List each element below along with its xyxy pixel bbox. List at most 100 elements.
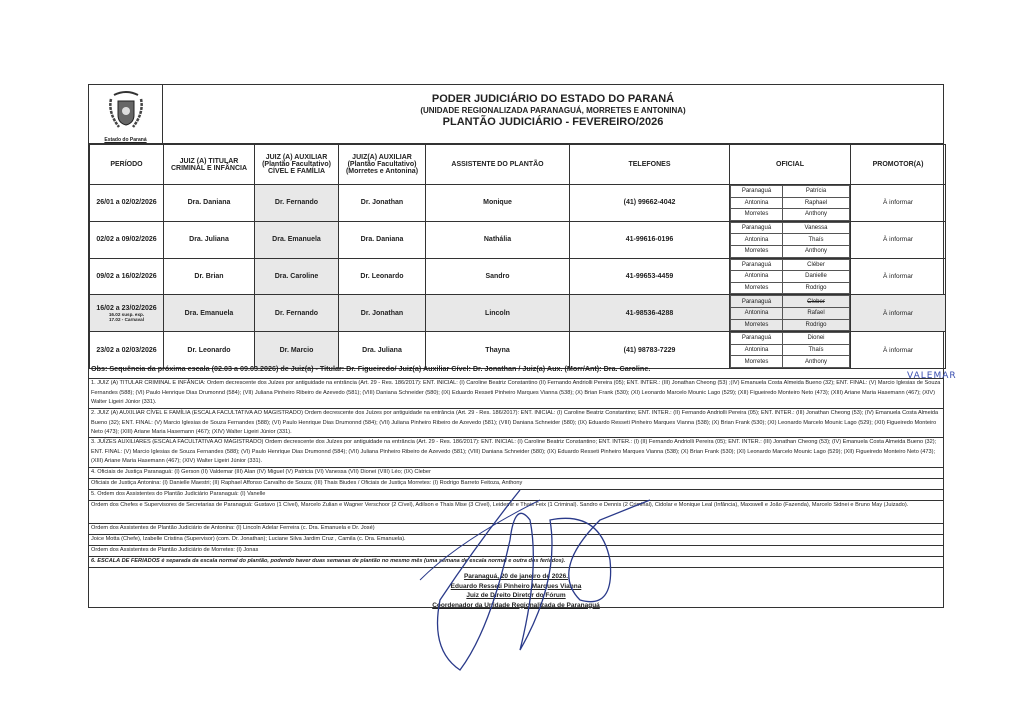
officer-row: Antonina Rafael <box>730 306 850 320</box>
signature-unit: Coordenador da Unidade Regionalizada de … <box>432 601 600 609</box>
officer-city: Paranaguá <box>730 332 783 345</box>
prosecutor: À informar <box>850 257 946 296</box>
officer-row: Antonina Raphael <box>730 196 850 210</box>
table-row: 02/02 a 09/02/2026 Dra. Juliana Dra. Emanu… <box>89 220 946 259</box>
column-header: PERÍODO <box>89 144 164 185</box>
officers-cell: Paranaguá Patrícia Antonina Raphael Morretes… <box>729 184 851 222</box>
officer-city: Morretes <box>730 208 783 221</box>
officer-city: Morretes <box>730 281 783 295</box>
officer-name: Vanessa <box>782 221 850 235</box>
note-2: 2. JUIZ (A) AUXILIAR CÍVEL E FAMÍLIA (ES… <box>89 409 943 438</box>
judge-aux-civel: Dra. Caroline <box>254 257 339 296</box>
judge-aux-civel: Dr. Marcio <box>254 331 339 369</box>
officer-name: Rodrigo <box>782 281 850 295</box>
observation-note: Obs: Sequência da próxima escala (02.03 … <box>89 358 943 379</box>
table-row: 23/02 a 02/03/2026 Dr. Leonardo Dr. Marcio… <box>89 331 946 369</box>
judge-aux-civel: Dr. Fernando <box>254 294 339 333</box>
duty-schedule-table: PERÍODO JUIZ (A) TITULAR CRIMINAL E INFÂN… <box>89 144 946 369</box>
duty-assistant: Nathália <box>425 220 570 259</box>
document-title: PODER JUDICIÁRIO DO ESTADO DO PARANÁ <box>431 93 675 105</box>
officer-row: Morretes Anthony <box>730 355 850 368</box>
column-header: JUIZ (A) AUXILIAR (Plantão Facultativo) … <box>254 144 339 185</box>
officer-name: Danielle <box>782 270 850 283</box>
judge-titular: Dr. Leonardo <box>163 331 255 369</box>
document-header: Estado do Paraná PODER JUDICIÁRIO DO EST… <box>89 85 943 144</box>
prosecutor: À informar <box>850 331 946 369</box>
duty-assistant: Monique <box>425 184 570 222</box>
note-3: 3. JUÍZES AUXILIARES (ESCALA FACULTATIVA… <box>89 438 943 468</box>
handwritten-signature <box>419 489 651 671</box>
officer-name: Cleber <box>782 295 850 308</box>
officer-row: Paranaguá Dionei <box>730 332 850 345</box>
column-header: JUIZ(A) AUXILIAR (Plantão Facultativo) (… <box>338 144 426 185</box>
period-cell: 16/02 a 23/02/2026 16.02 susp. exp. 17.02 … <box>89 294 164 333</box>
officers-cell: Paranaguá Cléber Antonina Danielle Morretes R… <box>729 257 851 296</box>
officer-city: Antonina <box>730 343 783 357</box>
officer-name: Raphael <box>782 196 850 210</box>
judge-aux-civel: Dr. Fernando <box>254 184 339 222</box>
judge-titular: Dr. Brian <box>163 257 255 296</box>
officer-name: Thaís <box>782 343 850 357</box>
period-cell: 09/02 a 16/02/2026 <box>89 257 164 296</box>
judge-aux-civel: Dra. Emanuela <box>254 220 339 259</box>
officer-row: Antonina Danielle <box>730 270 850 283</box>
state-coat-of-arms: Estado do Paraná <box>89 85 163 144</box>
officer-row: Paranaguá Cleber <box>730 295 850 308</box>
prosecutor: À informar <box>850 294 946 333</box>
officers-cell: Paranaguá Vanessa Antonina Thaís Morretes Ant… <box>729 220 851 259</box>
officer-name: Anthony <box>782 355 850 368</box>
officer-name: Rafael <box>782 306 850 320</box>
note-4b: Oficiais de Justiça Antonina: (I) Daniel… <box>89 479 943 490</box>
note-5-morretes: Ordem dos Assistentes de Plantão Judiciá… <box>89 546 943 557</box>
period: 26/01 a 02/02/2026 <box>96 199 157 207</box>
phone: 41-99653-4459 <box>569 257 730 296</box>
table-row: 26/01 a 02/02/2026 Dra. Daniana Dr. Fernan… <box>89 184 946 222</box>
officer-row: Morretes Rodrigo <box>730 318 850 332</box>
table-row: 09/02 a 16/02/2026 Dr. Brian Dra. Caroline… <box>89 257 946 296</box>
officer-row: Antonina Thaís <box>730 233 850 246</box>
coat-of-arms-icon <box>108 91 143 128</box>
officer-city: Antonina <box>730 306 783 320</box>
duty-assistant: Lincoln <box>425 294 570 333</box>
officer-row: Antonina Thaís <box>730 343 850 357</box>
signature-name: Eduardo Resseti Pinheiro Marques Vianna <box>450 582 582 590</box>
officer-city: Morretes <box>730 355 783 368</box>
prosecutor: À informar <box>850 184 946 222</box>
signature-role: Juiz de Direito Diretor do Fórum <box>466 592 566 599</box>
column-header: ASSISTENTE DO PLANTÃO <box>425 144 570 185</box>
officer-city: Paranaguá <box>730 295 783 308</box>
column-header: OFICIAL <box>729 144 851 185</box>
officer-city: Paranaguá <box>730 258 783 272</box>
column-header: TELEFONES <box>569 144 730 185</box>
officer-name: Anthony <box>782 208 850 221</box>
period-cell: 26/01 a 02/02/2026 <box>89 184 164 222</box>
officer-name: Patrícia <box>782 185 850 198</box>
officer-city: Antonina <box>730 196 783 210</box>
period: 16/02 a 23/02/2026 <box>96 304 157 312</box>
note-5-antonina-staff: Joice Motta (Chefe), Izabelle Cristina (… <box>89 535 943 546</box>
officer-name: Thaís <box>782 233 850 246</box>
table-row: 16/02 a 23/02/2026 16.02 susp. exp. 17.02 … <box>89 294 946 333</box>
judge-titular: Dra. Daniana <box>163 184 255 222</box>
officer-row: Morretes Anthony <box>730 244 850 258</box>
officer-city: Paranaguá <box>730 221 783 235</box>
judge-aux-morretes: Dra. Juliana <box>338 331 426 369</box>
duty-assistant: Sandro <box>425 257 570 296</box>
judge-titular: Dra. Emanuela <box>163 294 255 333</box>
officer-row: Paranaguá Patrícia <box>730 185 850 198</box>
judge-titular: Dra. Juliana <box>163 220 255 259</box>
officer-row: Morretes Rodrigo <box>730 281 850 295</box>
period: 02/02 a 09/02/2026 <box>96 236 157 244</box>
period-cell: 02/02 a 09/02/2026 <box>89 220 164 259</box>
period-note: 17.02 - Carnaval <box>109 316 144 322</box>
logo-caption: Estado do Paraná <box>104 137 147 143</box>
note-6: 6. ESCALA DE FERIADOS é separada da esca… <box>89 557 943 568</box>
period-note: 16.02 susp. exp. <box>108 311 145 317</box>
officers-cell: Paranaguá Cleber Antonina Rafael Morretes Rod… <box>729 294 851 333</box>
officer-name: Dionei <box>782 332 850 345</box>
phone: 41-98536-4288 <box>569 294 730 333</box>
notes-section: 1. JUIZ (A) TITULAR CRIMINAL E INFÂNCIA:… <box>89 379 943 568</box>
schedule-document: Estado do Paraná PODER JUDICIÁRIO DO EST… <box>88 84 956 609</box>
officer-name: Rodrigo <box>782 318 850 332</box>
officer-name: Cléber <box>782 258 850 272</box>
